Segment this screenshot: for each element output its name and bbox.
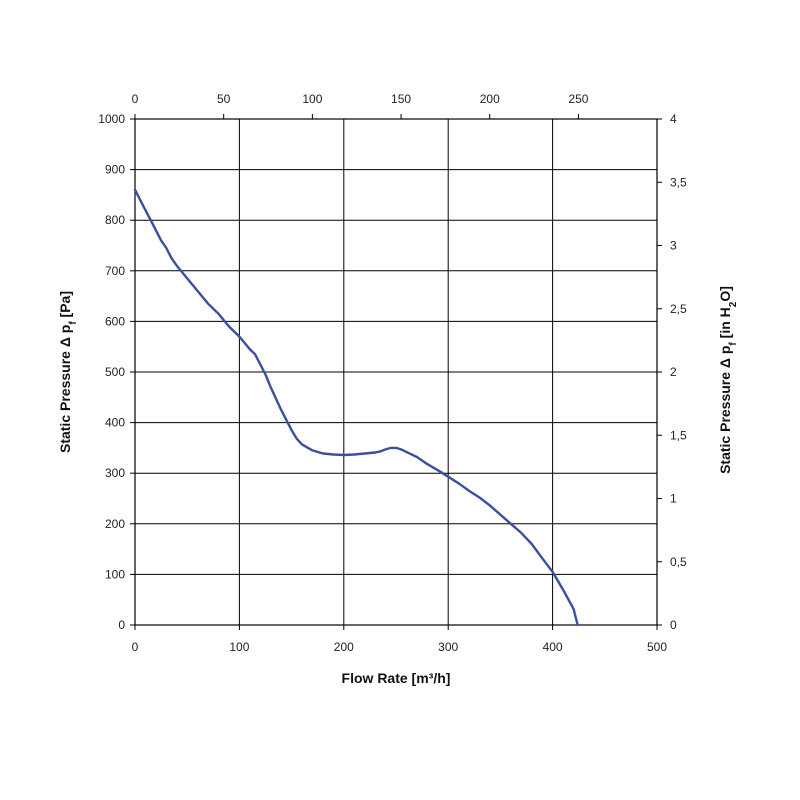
y-tick-label: 100 bbox=[105, 567, 125, 581]
y-axis-title: Static Pressure Δ pf [Pa] bbox=[57, 291, 79, 453]
x-tick-label: 200 bbox=[334, 640, 354, 654]
right-tick-label: 2,5 bbox=[670, 302, 687, 316]
y-tick-label: 700 bbox=[105, 264, 125, 278]
pressure-curve bbox=[133, 188, 579, 627]
top-tick-label: 0 bbox=[132, 92, 139, 106]
top-tick-label: 50 bbox=[217, 92, 231, 106]
top-tick-label: 150 bbox=[391, 92, 411, 106]
y-axis-tick-labels: 0 100 200 300 400 500 600 700 800 900 1000 bbox=[98, 112, 125, 632]
top-axis-tick-labels: 0 50 100 150 200 250 bbox=[132, 92, 589, 106]
x-axis-title: Flow Rate [m³/h] bbox=[342, 670, 451, 686]
right-tick-label: 2 bbox=[670, 365, 677, 379]
x-tick-label: 300 bbox=[438, 640, 458, 654]
grid-lines bbox=[130, 114, 662, 630]
right-tick-label: 0 bbox=[670, 618, 677, 632]
y-tick-label: 400 bbox=[105, 416, 125, 430]
right-tick-label: 1 bbox=[670, 492, 677, 506]
right-tick-label: 0,5 bbox=[670, 555, 687, 569]
y-tick-label: 900 bbox=[105, 163, 125, 177]
right-tick-label: 3 bbox=[670, 239, 677, 253]
right-axis-title: Static Pressure Δ pf [in H2O] bbox=[717, 286, 739, 474]
series-layer bbox=[133, 188, 579, 627]
top-tick-label: 250 bbox=[568, 92, 588, 106]
x-tick-label: 500 bbox=[647, 640, 667, 654]
x-tick-label: 0 bbox=[132, 640, 139, 654]
y-tick-label: 0 bbox=[118, 618, 125, 632]
right-tick-label: 1,5 bbox=[670, 428, 687, 442]
y-tick-label: 500 bbox=[105, 365, 125, 379]
top-tick-label: 100 bbox=[302, 92, 322, 106]
top-tick-label: 200 bbox=[480, 92, 500, 106]
x-axis-tick-labels: 0 100 200 300 400 500 bbox=[132, 640, 668, 654]
y-tick-label: 1000 bbox=[98, 112, 125, 126]
plot-area-frame bbox=[134, 118, 658, 626]
right-axis-tick-labels: 0 0,5 1 1,5 2 2,5 3 3,5 4 bbox=[670, 112, 687, 632]
y-tick-label: 600 bbox=[105, 314, 125, 328]
right-tick-label: 4 bbox=[670, 112, 677, 126]
y-tick-label: 200 bbox=[105, 517, 125, 531]
x-tick-label: 100 bbox=[229, 640, 249, 654]
right-tick-label: 3,5 bbox=[670, 175, 687, 189]
y-tick-label: 800 bbox=[105, 213, 125, 227]
x-tick-label: 400 bbox=[543, 640, 563, 654]
y-tick-label: 300 bbox=[105, 466, 125, 480]
